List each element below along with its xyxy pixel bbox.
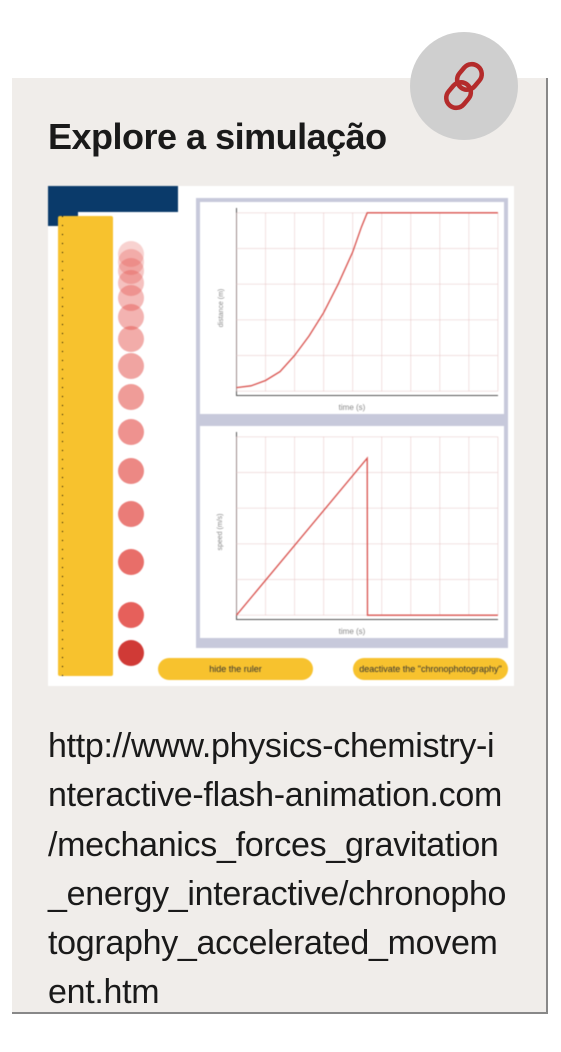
link-badge [410, 32, 518, 140]
charts-panel: distance (m) time (s) speed (m/s) time (… [196, 198, 508, 648]
simulation-card: Explore a simulação distance (m) time (s… [12, 78, 548, 1014]
ruler [58, 216, 113, 676]
simulation-screenshot: distance (m) time (s) speed (m/s) time (… [48, 186, 514, 686]
deactivate-chrono-button[interactable]: deactivate the "chronophotography" [353, 658, 508, 680]
resource-url[interactable]: http://www.physics-chemistry-interactive… [48, 722, 510, 1018]
sim-button-row: hide the ruler deactivate the "chronopho… [158, 658, 508, 680]
hide-ruler-button[interactable]: hide the ruler [158, 658, 313, 680]
distance-chart: distance (m) time (s) [200, 202, 504, 414]
speed-chart: speed (m/s) time (s) [200, 426, 504, 638]
link-icon [435, 57, 493, 115]
